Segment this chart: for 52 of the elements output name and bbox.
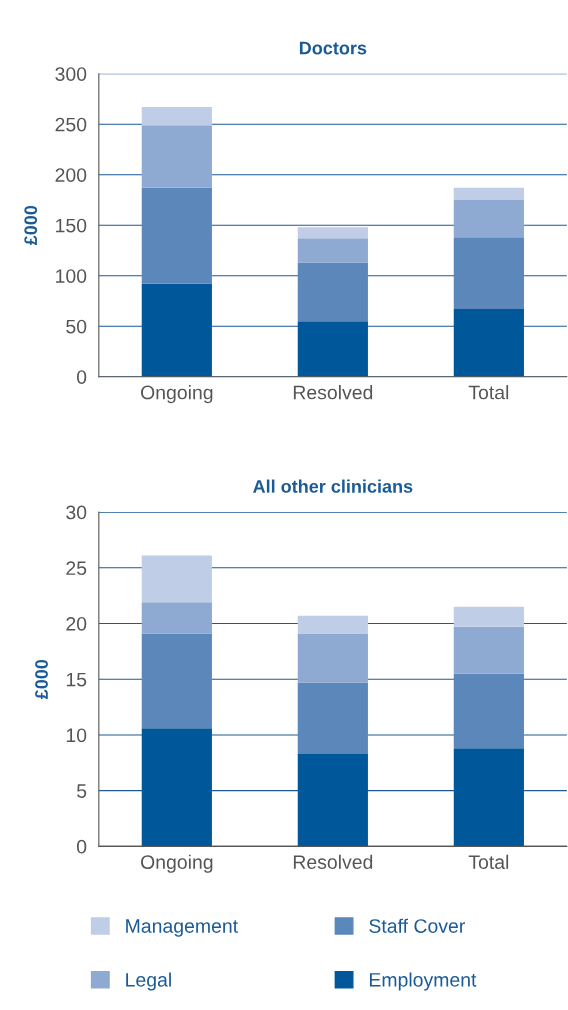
bar — [141, 602, 212, 634]
y-tick-label: 250 — [55, 117, 87, 132]
x-tick-label: Resolved — [293, 385, 373, 400]
bar — [453, 199, 524, 238]
bar — [297, 321, 368, 377]
bar — [453, 748, 524, 847]
bar — [141, 633, 212, 729]
chart-title: Doctors — [299, 41, 367, 55]
x-tick-label: Total — [468, 854, 509, 869]
y-tick-label: 200 — [55, 168, 87, 182]
x-tick-label: Resolved — [293, 854, 373, 869]
bar — [141, 555, 212, 603]
y-tick-label: 50 — [66, 319, 87, 334]
bar — [297, 633, 368, 683]
y-tick-label: 300 — [55, 67, 87, 81]
y-tick-label: 150 — [56, 218, 87, 233]
bar — [141, 283, 212, 377]
bar — [453, 673, 524, 749]
bar — [141, 107, 212, 126]
y-axis-title: £000 — [24, 205, 38, 246]
bar — [297, 615, 368, 634]
x-tick-label: Total — [468, 385, 509, 400]
bar — [297, 227, 368, 239]
legend-label: Management — [126, 919, 238, 937]
y-tick-label: 20 — [66, 616, 87, 631]
y-tick-label: 100 — [56, 269, 87, 283]
x-tick-label: Ongoing — [141, 385, 213, 404]
bar — [297, 262, 368, 322]
y-tick-label: 0 — [76, 370, 87, 384]
y-tick-label: 25 — [66, 561, 87, 576]
bar — [453, 237, 524, 310]
y-tick-label: 10 — [66, 728, 87, 743]
bar — [297, 682, 368, 754]
bar — [141, 125, 212, 188]
legend-label: Legal — [126, 972, 171, 991]
bar — [141, 728, 212, 847]
bar — [453, 309, 524, 377]
chart-title: All other clinicians — [253, 479, 413, 493]
y-tick-label: 15 — [66, 672, 87, 687]
bar — [297, 238, 368, 263]
y-tick-label: 0 — [76, 839, 87, 854]
bar — [453, 187, 524, 200]
legend-label: Employment — [369, 972, 477, 991]
y-tick-label: 5 — [76, 784, 87, 798]
bar — [453, 606, 524, 627]
bar — [141, 187, 212, 284]
y-tick-label: 30 — [66, 505, 87, 520]
bar — [297, 753, 368, 847]
bar — [453, 626, 524, 674]
y-axis-title: £000 — [35, 659, 48, 700]
x-tick-label: Ongoing — [141, 854, 213, 873]
legend-label: Staff Cover — [369, 918, 465, 933]
